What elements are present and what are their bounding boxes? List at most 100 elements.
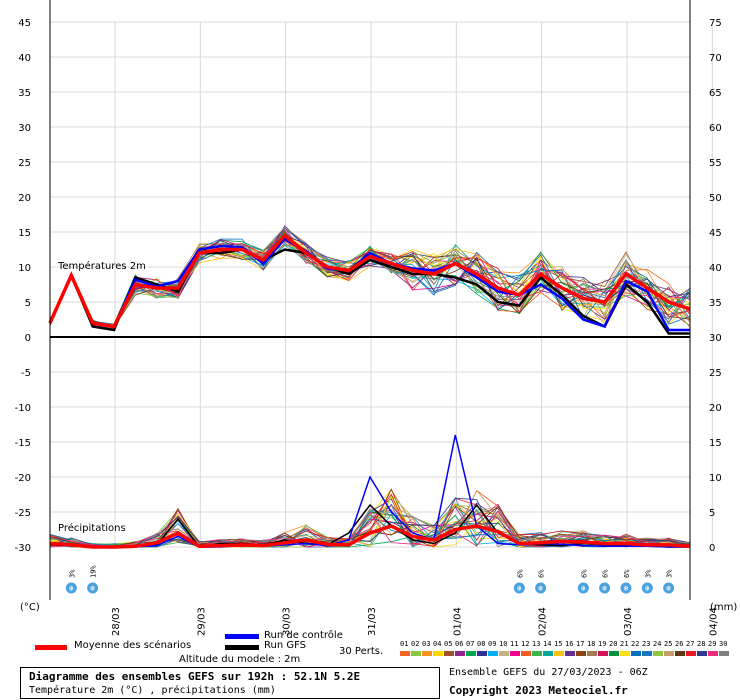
snowflake-icon — [599, 582, 611, 594]
snow-probability-label: 6% — [580, 569, 588, 578]
temp-label: Températures 2m — [57, 260, 146, 272]
snow-probability-label: 3% — [666, 569, 674, 578]
pert-swatch — [686, 651, 696, 656]
pert-number: 28 — [697, 640, 706, 648]
snow-probability-label: 6% — [602, 569, 610, 578]
snowflake-icon — [87, 582, 99, 594]
right-tick-label: 5 — [709, 508, 715, 519]
chart-title: Diagramme des ensembles GEFS sur 192h : … — [29, 670, 361, 683]
temp-mean-line — [48, 233, 691, 329]
snowflake-glyph: ❄ — [517, 584, 522, 593]
snow-marker: ❄ 6% — [599, 569, 611, 594]
right-tick-label: 55 — [709, 158, 722, 169]
precip-control-line — [49, 434, 690, 548]
snowflake-glyph: ❄ — [90, 584, 95, 593]
left-tick-label: 5 — [25, 298, 31, 309]
legend-gfs-swatch — [225, 645, 259, 650]
pert-swatch — [675, 651, 685, 656]
legend-perts-label: 30 Perts. — [339, 646, 384, 657]
pert-number: 06 — [455, 640, 464, 648]
temp-member-line — [49, 236, 691, 329]
pert-number: 24 — [653, 640, 662, 648]
pert-swatch — [521, 651, 531, 656]
right-tick-label: 25 — [709, 368, 722, 379]
date-tick-label: 03/04 — [623, 607, 634, 636]
pert-number: 05 — [444, 640, 453, 648]
pert-swatch — [653, 651, 663, 656]
legend-mean-swatch — [35, 645, 67, 650]
pert-number: 27 — [686, 640, 695, 648]
ensemble-run-label: Ensemble GEFS du 27/03/2023 - 06Z — [449, 667, 648, 678]
snow-marker: ❄ 3% — [663, 569, 675, 594]
left-tick-label: 25 — [18, 158, 31, 169]
temp-member-line — [49, 226, 691, 329]
date-tick-label: 29/03 — [196, 607, 207, 636]
pert-number: 17 — [576, 640, 585, 648]
left-tick-label: 0 — [25, 333, 31, 344]
left-tick-label: 35 — [18, 88, 31, 99]
pert-swatch — [587, 651, 597, 656]
pert-swatch — [510, 651, 520, 656]
right-tick-label: 10 — [709, 473, 722, 484]
pert-swatch — [598, 651, 608, 656]
left-tick-label: -30 — [15, 543, 31, 554]
chart-axes — [49, 0, 691, 600]
main-series — [48, 233, 691, 549]
snow-marker: ❄ 6% — [620, 569, 632, 594]
date-tick-label: 30/03 — [282, 607, 293, 636]
right-tick-label: 65 — [709, 88, 722, 99]
pert-swatch — [719, 651, 729, 656]
temp-member-line — [49, 227, 691, 325]
snowflake-icon — [65, 582, 77, 594]
pert-swatch — [642, 651, 652, 656]
legend-control-label: Run de contrôle — [264, 630, 343, 641]
pert-number: 09 — [488, 640, 497, 648]
right-tick-label: 15 — [709, 438, 722, 449]
right-tick-label: 35 — [709, 298, 722, 309]
pert-swatch — [488, 651, 498, 656]
pert-number: 21 — [620, 640, 629, 648]
snow-marker: ❄ 6% — [577, 569, 589, 594]
snow-marker: ❄ 3% — [65, 569, 77, 594]
snowflake-glyph: ❄ — [624, 584, 629, 593]
snowflake-glyph: ❄ — [602, 584, 607, 593]
pert-number: 01 — [400, 640, 409, 648]
pert-swatch — [576, 651, 586, 656]
date-tick-label: 31/03 — [367, 607, 378, 636]
pert-number: 12 — [521, 640, 530, 648]
left-tick-label: 10 — [18, 263, 31, 274]
right-tick-label: 50 — [709, 193, 722, 204]
legend-gfs-label: Run GFS — [264, 640, 307, 651]
date-tick-label: 01/04 — [452, 607, 463, 636]
right-tick-label: 40 — [709, 263, 722, 274]
right-tick-label: 0 — [709, 543, 715, 554]
pert-swatch — [664, 651, 674, 656]
snowflake-icon — [577, 582, 589, 594]
snow-marker: ❄ 6% — [513, 569, 525, 594]
temp-member-line — [49, 229, 691, 329]
right-tick-label: 30 — [709, 333, 722, 344]
left-tick-label: -10 — [15, 403, 31, 414]
legend-mean-label: Moyenne des scénarios — [74, 640, 192, 651]
snow-probability-label: 3% — [68, 569, 76, 578]
pert-number: 15 — [554, 640, 563, 648]
pert-swatch — [477, 651, 487, 656]
snowflake-icon — [513, 582, 525, 594]
right-tick-label: 20 — [709, 403, 722, 414]
temp-member-line — [49, 230, 691, 326]
temp-member-line — [49, 226, 691, 330]
pert-number: 26 — [675, 640, 684, 648]
pert-number: 08 — [477, 640, 486, 648]
pert-number: 30 — [719, 640, 728, 648]
pert-swatch — [565, 651, 575, 656]
precip-member-line — [49, 497, 691, 548]
pert-number: 14 — [543, 640, 552, 648]
right-tick-label: 60 — [709, 123, 722, 134]
altitude-label: Altitude du modele : 2m — [179, 654, 301, 665]
left-tick-label: 40 — [18, 53, 31, 64]
pert-number: 03 — [422, 640, 431, 648]
precip-member-line — [49, 508, 691, 548]
legend-control-swatch — [225, 634, 259, 639]
pert-swatch — [620, 651, 630, 656]
snow-marker: ❄ 3% — [641, 569, 653, 594]
